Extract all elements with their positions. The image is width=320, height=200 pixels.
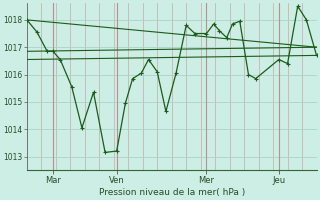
X-axis label: Pression niveau de la mer( hPa ): Pression niveau de la mer( hPa ) bbox=[99, 188, 245, 197]
